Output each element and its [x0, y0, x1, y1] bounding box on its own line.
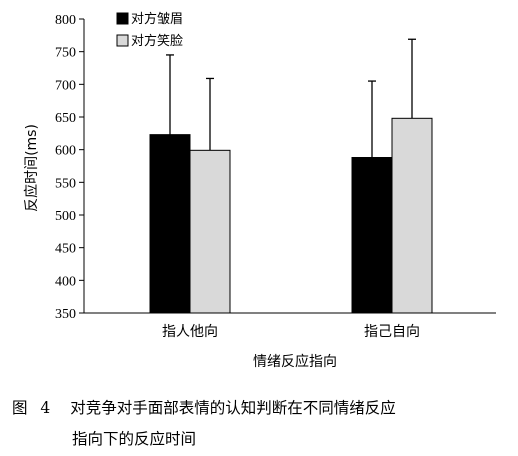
legend-label: 对方笑脸	[131, 33, 183, 49]
error-bar	[166, 54, 174, 135]
y-tick-label: 750	[55, 46, 76, 61]
category-label: 指人他向	[162, 324, 218, 340]
category-label: 指己自向	[364, 324, 420, 340]
y-tick-label: 350	[55, 307, 76, 322]
y-axis-title: 反应时间(ms)	[23, 124, 40, 212]
error-bar	[206, 77, 214, 151]
figure-caption: 图 4 对竞争对手面部表情的认知判断在不同情绪反应 指向下的反应时间	[12, 393, 512, 455]
y-tick-label: 400	[55, 274, 76, 289]
bar	[351, 157, 393, 314]
y-tick-label: 500	[55, 209, 76, 224]
y-tick-label: 800	[55, 13, 76, 28]
y-tick-label: 700	[55, 78, 76, 93]
bar	[149, 134, 191, 314]
caption-line-2: 指向下的反应时间	[72, 430, 197, 448]
y-tick-label: 650	[55, 111, 76, 126]
figure-label: 图 4	[12, 399, 55, 417]
bars	[149, 117, 433, 314]
bar	[391, 117, 433, 314]
x-axis-title: 情绪反应指向	[253, 353, 337, 370]
category-labels: 指人他向 指己自向	[162, 324, 420, 340]
legend-swatch	[116, 12, 129, 25]
caption-line-1: 对竞争对手面部表情的认知判断在不同情绪反应	[70, 399, 396, 417]
y-axis-ticks: 350 400 450 500 550 600 650 700 750 800	[55, 13, 84, 322]
y-tick-label: 600	[55, 144, 76, 159]
error-bar	[368, 80, 376, 158]
legend-label: 对方皱眉	[131, 11, 183, 27]
error-bar	[408, 38, 416, 119]
error-bars	[166, 38, 416, 158]
bar	[189, 149, 231, 314]
y-tick-label: 550	[55, 176, 76, 191]
y-tick-label: 450	[55, 242, 76, 257]
legend-swatch	[116, 34, 129, 47]
